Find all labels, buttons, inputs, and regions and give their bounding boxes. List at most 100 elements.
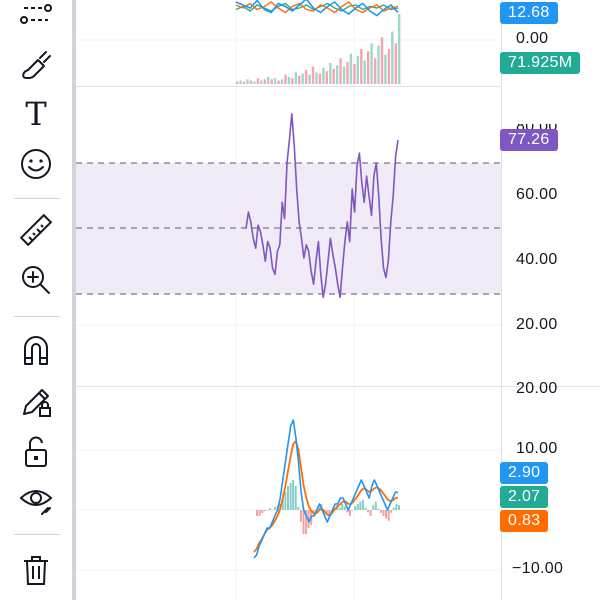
rsi-value-badge: 77.26 bbox=[500, 129, 558, 151]
volume-bar bbox=[370, 43, 373, 84]
volume-bar bbox=[267, 77, 270, 84]
volume-bar bbox=[294, 72, 297, 84]
volume-bar bbox=[322, 67, 325, 84]
volume-bar bbox=[339, 58, 342, 84]
volume-bar bbox=[349, 53, 353, 84]
macd-histogram-bar bbox=[261, 510, 264, 513]
zoom-in-tool[interactable] bbox=[10, 256, 62, 304]
volume-bar bbox=[277, 80, 280, 84]
macd-histogram-bar bbox=[307, 510, 310, 528]
eye-hide-icon bbox=[19, 490, 53, 515]
price-label: −10.00 bbox=[512, 560, 564, 577]
volume-bar bbox=[332, 68, 335, 84]
volume-bar bbox=[298, 75, 301, 84]
volume-bar bbox=[308, 74, 311, 84]
volume-bar bbox=[291, 78, 294, 84]
volume-bar bbox=[246, 79, 249, 84]
macd-histogram-bar bbox=[372, 505, 375, 510]
macd-histogram-bar bbox=[294, 486, 297, 510]
volume-bar bbox=[353, 64, 356, 84]
macd-histogram-bar bbox=[343, 506, 346, 510]
chart-area[interactable] bbox=[76, 0, 502, 600]
magnet-tool[interactable] bbox=[10, 326, 62, 374]
macd-histogram-bar bbox=[382, 510, 385, 516]
remove-drawings-tool[interactable] bbox=[10, 546, 62, 594]
toolbar-divider bbox=[72, 0, 76, 600]
macd-histogram-bar bbox=[266, 510, 269, 511]
macd-histogram-bar bbox=[341, 504, 344, 510]
volume-bar bbox=[287, 77, 291, 84]
volume-bar bbox=[367, 51, 370, 84]
ruler-tool-icon bbox=[19, 213, 53, 247]
volume-bar bbox=[260, 80, 263, 84]
ruler-tool[interactable] bbox=[10, 206, 62, 254]
text-tool[interactable]: T bbox=[10, 90, 62, 138]
macd-histogram-bar bbox=[359, 501, 362, 510]
macd-histogram-bar bbox=[387, 510, 390, 521]
macd-histogram-bar bbox=[361, 499, 364, 510]
volume-bar bbox=[394, 43, 397, 84]
unlock-tool[interactable] bbox=[10, 428, 62, 476]
macd-histogram-bar bbox=[390, 510, 393, 513]
price-label: 0.00 bbox=[516, 30, 549, 47]
price-badge-blue: 12.68 bbox=[500, 2, 558, 24]
volume-bar bbox=[242, 81, 246, 84]
lock-drawings-tool[interactable] bbox=[10, 378, 62, 426]
macd-histogram-bar bbox=[379, 510, 382, 513]
emoji-tool[interactable] bbox=[10, 140, 62, 188]
rsi-line bbox=[245, 113, 399, 299]
trend-line-tool-icon bbox=[20, 4, 52, 24]
macd-histogram-bar bbox=[274, 507, 277, 510]
macd-histogram-bar bbox=[364, 507, 367, 510]
zoom-in-tool-icon bbox=[22, 266, 50, 294]
volume-bar bbox=[304, 70, 308, 84]
macd-histogram-bar bbox=[289, 483, 292, 510]
macd-histogram-bar bbox=[292, 480, 295, 510]
price-label: 40.00 bbox=[516, 251, 558, 268]
volume-bar bbox=[363, 60, 366, 84]
macd-signal-line bbox=[253, 440, 399, 553]
price-label: 60.00 bbox=[516, 186, 558, 203]
scale-clip bbox=[502, 86, 600, 124]
macd-histogram-bar bbox=[256, 510, 258, 516]
volume-bar bbox=[311, 66, 315, 84]
signal-value-badge: 2.07 bbox=[500, 486, 549, 508]
macd-pane bbox=[76, 419, 502, 571]
volume-bar bbox=[273, 78, 277, 84]
brush-tool[interactable] bbox=[10, 42, 62, 90]
pane-separator[interactable] bbox=[76, 386, 600, 387]
volume-bar bbox=[236, 81, 239, 84]
hide-drawings-tool[interactable] bbox=[10, 476, 62, 524]
unlock-icon bbox=[25, 436, 47, 467]
macd-histogram-bar bbox=[284, 492, 287, 510]
macd-histogram-bar bbox=[325, 510, 328, 515]
volume-bar bbox=[342, 66, 346, 84]
macd-histogram-bar bbox=[271, 510, 274, 511]
volume-bar bbox=[391, 31, 394, 84]
volume-bar bbox=[284, 74, 287, 84]
emoji-tool-icon bbox=[21, 149, 51, 179]
volume-bar bbox=[325, 71, 328, 84]
price-scale-border bbox=[501, 0, 502, 600]
trend-line-tool[interactable] bbox=[10, 0, 62, 38]
macd-histogram-bar bbox=[302, 510, 305, 534]
toolbar-separator bbox=[14, 534, 60, 535]
volume-bar bbox=[360, 49, 363, 84]
histogram-value-badge: 0.83 bbox=[500, 510, 549, 532]
volume-bar bbox=[239, 80, 242, 84]
volume-bar bbox=[329, 63, 332, 84]
macd-value-badge: 2.90 bbox=[500, 462, 549, 484]
macd-histogram-bar bbox=[395, 504, 398, 510]
macd-histogram-bar bbox=[338, 507, 341, 510]
volume-bar bbox=[336, 65, 339, 84]
toolbar-separator bbox=[14, 316, 60, 317]
pane-separator[interactable] bbox=[76, 86, 600, 87]
macd-histogram-bar bbox=[297, 507, 300, 510]
volume-bar bbox=[301, 73, 304, 84]
volume-bar bbox=[263, 79, 266, 84]
magnet-tool-icon bbox=[24, 336, 48, 365]
volume-bar bbox=[377, 45, 380, 84]
macd-histogram-bar bbox=[392, 507, 395, 510]
macd-histogram-bar bbox=[299, 510, 302, 522]
price-label: 20.00 bbox=[516, 316, 558, 333]
